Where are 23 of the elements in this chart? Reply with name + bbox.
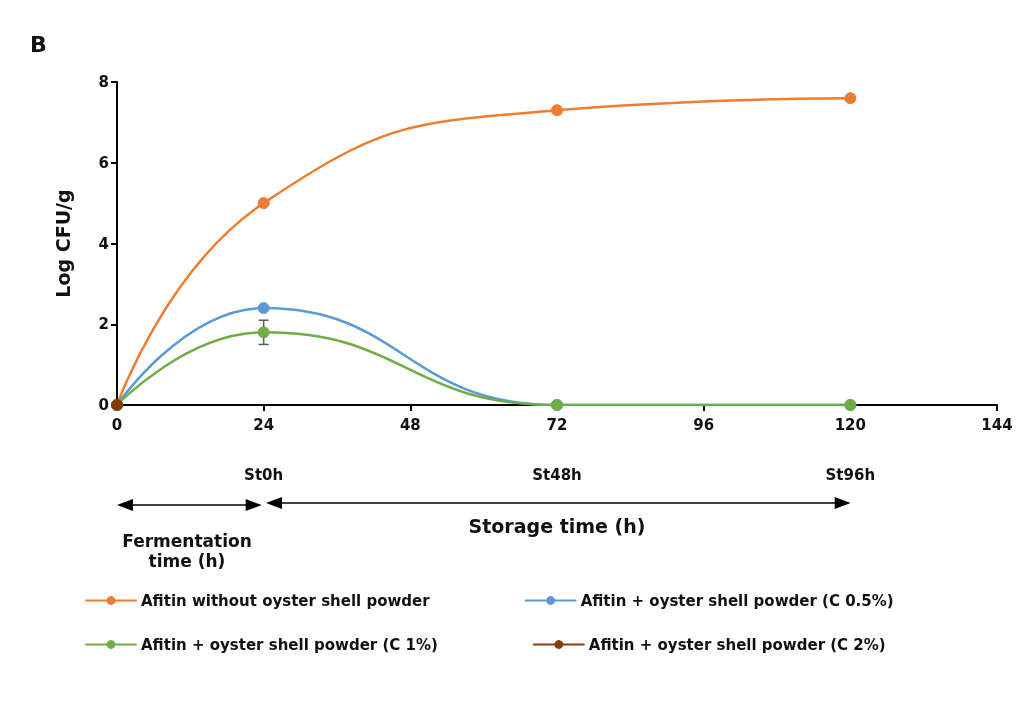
chart-title: B [30,31,47,57]
x-tick-label: 120 [834,415,866,434]
legend-label: Afitin + oyster shell powder (C 2%) [588,635,886,654]
text: St48h [532,466,582,484]
x-tick-label: 24 [253,415,275,434]
y-tick-label: 6 [98,153,109,172]
x-tick-label: 96 [693,415,715,434]
y-tick-label: 0 [98,396,109,414]
y-axis-title: Log CFU/g [51,189,74,298]
y-tick-label: 2 [98,315,109,334]
text: Fermentation time (h) [121,531,253,571]
legend-label: Afitin + oyster shell powder (C 0.5%) [580,591,894,610]
y-tick-label: 4 [98,234,109,253]
x-tick-label: 72 [546,415,568,434]
x-tick-label: 144 [981,415,1013,434]
y-tick-label: 8 [98,73,109,91]
x-axis-title: Storage time (h) [468,515,646,537]
text: St96h [825,466,876,484]
text: St0h [244,466,284,484]
x-tick-label: 0 [111,415,123,434]
x-tick-label: 48 [399,415,421,434]
legend-label: Afitin without oyster shell powder [141,591,431,610]
legend-label: Afitin + oyster shell powder (C 1%) [141,635,438,654]
